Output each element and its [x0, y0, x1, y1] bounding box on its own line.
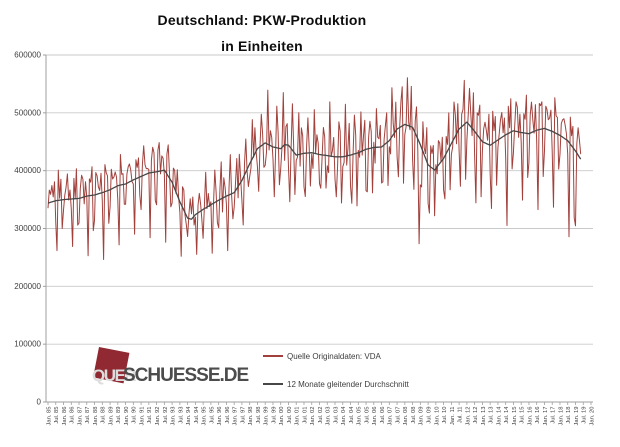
x-tick-label: Jan. 14: [496, 406, 502, 426]
legend-entry-moving-average: 12 Monate gleitender Durchschnitt: [263, 379, 409, 389]
x-tick-label: Jul. 11: [458, 407, 464, 424]
x-tick-label: Jan. 19: [574, 407, 580, 426]
chart-title-line-2: in Einheiten: [221, 38, 303, 54]
legend-entry-vda: Quelle Originaldaten: VDA: [263, 351, 381, 361]
legend-label-moving-average: 12 Monate gleitender Durchschnitt: [287, 379, 409, 389]
x-tick-label: Jul. 87: [85, 407, 91, 424]
x-tick-label: Jan. 12: [465, 407, 471, 426]
x-tick-label: Jan. 10: [434, 407, 440, 426]
x-tick-label: Jul. 89: [116, 407, 122, 424]
x-tick-label: Jan. 98: [248, 407, 254, 426]
x-tick-label: Jul. 95: [209, 407, 215, 424]
x-tick-label: Jan. 93: [171, 407, 177, 426]
x-tick-label: Jan. 11: [450, 407, 456, 426]
x-tick-label: Jan. 02: [310, 407, 316, 426]
x-tick-label: Jan. 05: [357, 407, 363, 426]
x-tick-label: Jul. 19: [582, 407, 588, 424]
y-tick-label: 400000: [14, 166, 41, 175]
x-tick-label: Jul. 05: [364, 407, 370, 424]
x-tick-label: Jan. 15: [512, 407, 518, 426]
x-tick-label: Jan. 94: [186, 406, 192, 426]
x-tick-label: Jul. 17: [551, 407, 557, 424]
x-tick-label: Jul. 16: [535, 407, 541, 424]
x-tick-label: Jan. 86: [62, 407, 68, 426]
y-tick-label: 300000: [14, 224, 41, 233]
x-tick-label: Jan. 00: [279, 407, 285, 426]
x-tick-label: Jul. 96: [225, 407, 231, 424]
x-tick-label: Jan. 04: [341, 406, 347, 426]
x-tick-label: Jul. 15: [520, 407, 526, 424]
x-tick-label: Jul. 00: [287, 407, 293, 424]
x-tick-label: Jul. 99: [271, 407, 277, 424]
x-tick-label: Jan. 08: [403, 407, 409, 426]
x-tick-label: Jan. 18: [558, 407, 564, 426]
x-tick-label: Jan. 89: [108, 407, 114, 426]
x-tick-label: Jan. 07: [388, 407, 394, 426]
x-tick-label: Jul. 90: [132, 407, 138, 424]
logo-text-quer: QUER: [92, 366, 137, 385]
x-tick-label: Jul. 09: [427, 407, 433, 424]
x-tick-label: Jan. 20: [589, 407, 595, 426]
x-tick-label: Jan. 92: [155, 407, 161, 426]
x-tick-label: Jul. 10: [442, 407, 448, 424]
x-tick-label: Jan. 13: [481, 407, 487, 426]
legend-label-vda: Quelle Originaldaten: VDA: [287, 351, 381, 361]
x-tick-label: Jul. 98: [256, 407, 262, 424]
x-tick-label: Jul. 86: [70, 407, 76, 424]
x-tick-label: Jul. 04: [349, 406, 355, 424]
x-tick-label: Jul. 12: [473, 407, 479, 424]
x-tick-label: Jul. 18: [566, 407, 572, 424]
y-tick-label: 0: [37, 398, 42, 407]
vda-series-line: [47, 77, 582, 260]
y-tick-label: 100000: [14, 340, 41, 349]
x-tick-label: Jul. 03: [333, 407, 339, 424]
x-tick-label: Jan. 03: [326, 407, 332, 426]
x-tick-label: Jan. 96: [217, 407, 223, 426]
querschuesse-logo: QUER SCHUESSE.DE: [88, 340, 249, 400]
chart-title-line-1: Deutschland: PKW-Produktion: [157, 12, 367, 28]
x-tick-label: Jul. 01: [302, 407, 308, 424]
y-tick-label: 600000: [14, 51, 41, 60]
x-tick-label: Jan. 06: [372, 407, 378, 426]
x-tick-label: Jul. 88: [101, 407, 107, 424]
x-tick-label: Jul. 85: [54, 407, 60, 424]
x-tick-label: Jan. 95: [202, 407, 208, 426]
x-tick-label: Jan. 90: [124, 407, 130, 426]
x-tick-label: Jan. 88: [93, 407, 99, 426]
x-tick-label: Jan. 16: [527, 407, 533, 426]
x-tick-label: Jan. 17: [543, 407, 549, 426]
x-tick-label: Jan. 91: [139, 407, 145, 426]
moving-average-line: [47, 121, 582, 220]
x-tick-label: Jul. 93: [178, 407, 184, 424]
x-tick-label: Jul. 97: [240, 407, 246, 424]
y-tick-label: 200000: [14, 282, 41, 291]
x-tick-label: Jan. 85: [46, 407, 52, 426]
x-tick-label: Jan. 01: [295, 407, 301, 426]
x-tick-label: Jan. 09: [419, 407, 425, 426]
x-tick-label: Jul. 02: [318, 407, 324, 424]
x-tick-label: Jan. 99: [264, 407, 270, 426]
x-tick-label: Jan. 87: [77, 407, 83, 426]
x-tick-label: Jul. 06: [380, 407, 386, 424]
moving-average-line-sample: [263, 383, 283, 385]
x-tick-label: Jan. 97: [233, 407, 239, 426]
x-tick-label: Jul. 91: [147, 407, 153, 424]
y-tick-label: 500000: [14, 108, 41, 117]
vda-line-sample: [263, 355, 283, 357]
logo-text-schuesse: SCHUESSE.DE: [123, 365, 249, 386]
x-tick-label: Jul. 13: [489, 407, 495, 424]
x-tick-label: Jul. 92: [163, 407, 169, 424]
x-tick-label: Jul. 08: [411, 407, 417, 424]
x-tick-label: Jul. 14: [504, 406, 510, 424]
x-tick-label: Jul. 94: [194, 406, 200, 424]
x-tick-label: Jul. 07: [395, 407, 401, 424]
